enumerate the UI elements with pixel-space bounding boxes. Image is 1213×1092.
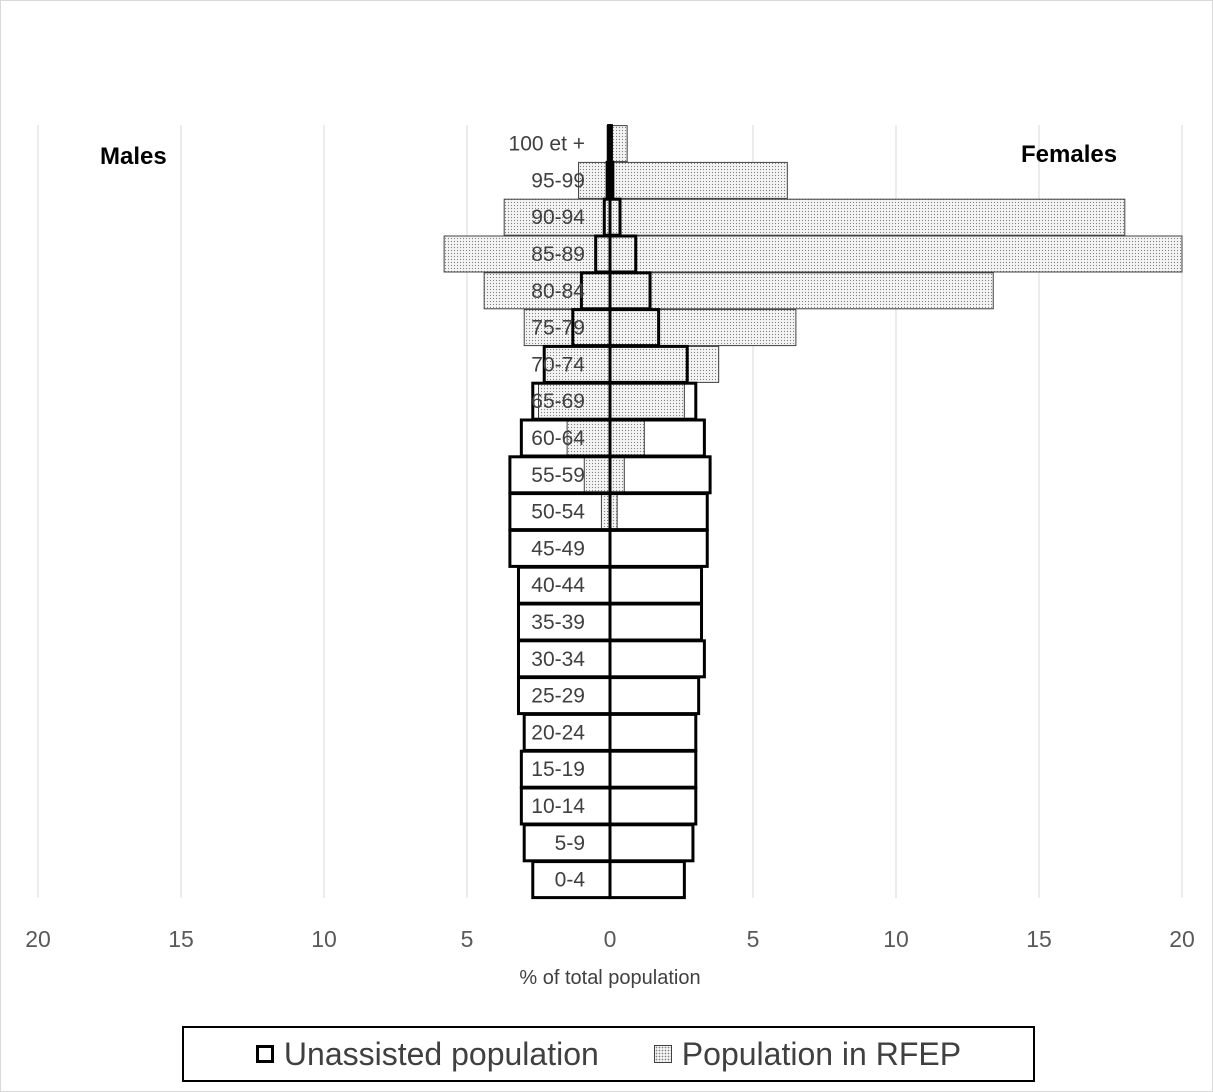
age-group-label: 0-4	[555, 869, 586, 892]
bar-rfep-female	[609, 235, 1183, 273]
legend-item-rfep: Population in RFEP	[653, 1035, 962, 1073]
bar-unassisted-female	[608, 712, 698, 752]
legend-swatch-unassisted	[255, 1045, 274, 1063]
bar-rfep-female	[609, 161, 788, 199]
x-tick-label: 10	[311, 926, 337, 952]
x-tick-label: 15	[168, 926, 194, 952]
bar-unassisted-female	[608, 749, 698, 789]
females-label: Females	[1021, 141, 1117, 168]
age-group-label: 95-99	[531, 169, 585, 192]
x-axis-label: % of total population	[519, 967, 700, 989]
bar-rfep-female	[609, 419, 645, 457]
bar-unassisted-female	[608, 860, 686, 900]
bar-rfep-female	[609, 382, 685, 420]
bar-unassisted-female	[608, 528, 709, 568]
bar-unassisted-female	[608, 676, 701, 716]
bar-unassisted-female	[608, 639, 706, 679]
x-tick-label: 5	[747, 926, 760, 952]
age-group-label: 90-94	[531, 206, 585, 229]
bar-rfep-male	[483, 272, 611, 310]
legend-item-unassisted: Unassisted population	[255, 1035, 599, 1073]
bar-unassisted-female	[608, 823, 695, 863]
bar-rfep-female	[609, 272, 994, 310]
legend-label-unassisted: Unassisted population	[283, 1035, 599, 1072]
age-group-label: 5-9	[555, 832, 585, 855]
bar-rfep-male	[443, 235, 611, 273]
age-group-label: 60-64	[531, 427, 585, 450]
age-group-label: 40-44	[531, 574, 585, 597]
legend-label-rfep: Population in RFEP	[681, 1035, 962, 1072]
age-group-label: 80-84	[531, 280, 585, 303]
x-tick-label: 10	[883, 926, 909, 952]
x-tick-label: 0	[604, 926, 617, 952]
bar-rfep-female	[609, 345, 720, 383]
age-group-label: 100 et +	[509, 133, 585, 156]
age-group-label: 55-59	[531, 464, 585, 487]
x-tick-label: 20	[25, 926, 51, 952]
rfep-bars	[443, 125, 1183, 531]
bar-unassisted-female	[608, 565, 704, 605]
age-group-label: 30-34	[531, 648, 585, 671]
x-tick-label: 5	[461, 926, 474, 952]
legend: Unassisted population Population in RFEP	[182, 1026, 1035, 1082]
age-group-label: 70-74	[531, 353, 585, 376]
x-tick-labels: 20 15 10 5 0 5 10 15 20	[25, 926, 1195, 952]
bar-rfep-female	[609, 309, 797, 347]
age-group-label: 75-79	[531, 317, 585, 340]
bar-unassisted-female	[608, 786, 698, 826]
age-group-label: 15-19	[531, 758, 585, 781]
age-group-label: 20-24	[531, 721, 585, 744]
bar-rfep-male	[583, 456, 611, 494]
bar-rfep-female	[609, 198, 1126, 236]
legend-swatch-rfep	[653, 1045, 672, 1063]
x-tick-label: 20	[1169, 926, 1195, 952]
age-group-label: 65-69	[531, 390, 585, 413]
bar-rfep-female	[609, 456, 625, 494]
age-group-label: 25-29	[531, 685, 585, 708]
males-label: Males	[100, 143, 167, 170]
x-tick-label: 15	[1026, 926, 1052, 952]
age-group-label: 50-54	[531, 501, 585, 524]
bar-rfep-male	[538, 382, 611, 420]
age-group-label: 45-49	[531, 537, 585, 560]
age-group-label: 85-89	[531, 243, 585, 266]
age-group-labels: 0-4 5-9 10-14 15-19 20-24 25-29 30-34 35-39 40-4…	[509, 133, 586, 892]
bar-unassisted-female	[608, 602, 704, 642]
bar-unassisted-female	[608, 455, 712, 495]
age-group-label: 35-39	[531, 611, 585, 634]
age-group-label: 10-14	[531, 795, 585, 818]
bar-unassisted-female	[608, 492, 709, 532]
bar-rfep-male	[503, 198, 611, 236]
